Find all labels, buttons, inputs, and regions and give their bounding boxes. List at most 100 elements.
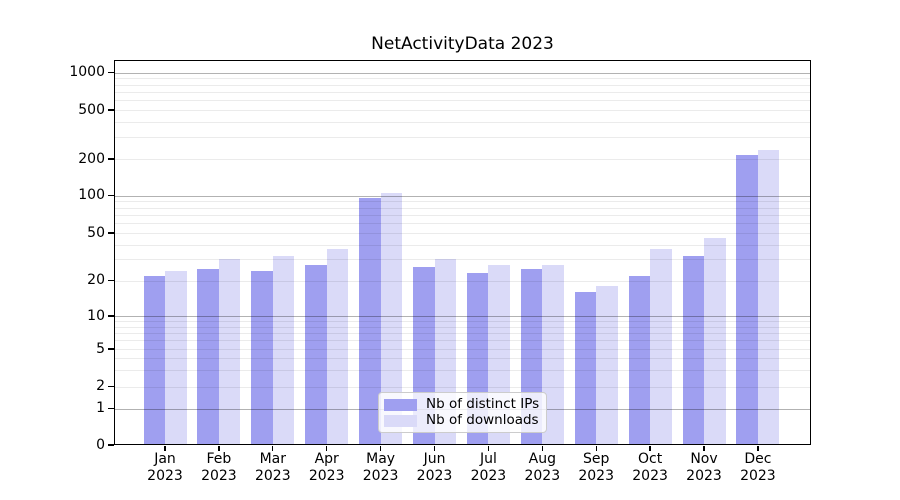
legend-swatch-downloads	[384, 414, 417, 427]
x-tick-mark	[595, 446, 597, 451]
major-gridline	[115, 72, 810, 74]
bar-downloads-nov	[704, 238, 726, 444]
x-tick-label: Nov 2023	[669, 451, 739, 485]
y-tick-label: 1000	[69, 64, 105, 80]
minor-gridline	[115, 233, 810, 234]
y-tick-label: 20	[87, 272, 105, 288]
x-tick-label: May 2023	[346, 451, 416, 485]
bar-downloads-mar	[272, 256, 295, 444]
bar-distinct-ips-may	[359, 197, 381, 444]
x-tick-month: Nov	[690, 451, 718, 467]
x-tick-month: Feb	[206, 451, 232, 467]
y-tick-label: 200	[78, 150, 105, 167]
x-tick-year: 2023	[416, 468, 453, 484]
x-tick-month: Jul	[479, 451, 497, 467]
x-tick-mark	[703, 446, 705, 451]
x-tick-year: 2023	[470, 468, 507, 484]
x-tick-label: Jun 2023	[400, 451, 470, 485]
bar-downloads-apr	[326, 248, 349, 444]
x-tick-year: 2023	[632, 468, 668, 484]
minor-gridline	[115, 137, 810, 139]
x-tick-label: Apr 2023	[292, 451, 362, 485]
y-tick-label: 2	[96, 378, 105, 394]
y-tick-mark	[108, 109, 114, 111]
x-tick-month: Jun	[423, 451, 446, 467]
legend: Nb of distinct IPs Nb of downloads	[378, 392, 547, 433]
minor-gridline	[115, 84, 810, 86]
plot-area	[114, 60, 811, 445]
bar-downloads-jan	[165, 271, 187, 444]
x-tick-mark	[487, 446, 490, 451]
y-tick-mark	[108, 385, 114, 388]
x-tick-month: Sep	[582, 451, 610, 467]
x-tick-mark	[218, 446, 220, 451]
y-tick-label: 50	[87, 224, 105, 241]
x-tick-month: Mar	[259, 451, 286, 467]
minor-gridline	[115, 223, 810, 225]
bar-distinct-ips-jan	[143, 275, 165, 444]
y-tick-mark	[108, 158, 114, 160]
legend-swatch-distinct-ips	[384, 398, 417, 411]
y-tick-mark	[108, 232, 114, 234]
legend-item-downloads: Nb of downloads	[384, 413, 540, 428]
x-tick-mark	[272, 446, 274, 451]
x-tick-year: 2023	[740, 468, 776, 484]
x-tick-mark	[757, 446, 759, 451]
x-tick-mark	[164, 446, 166, 451]
y-tick-label: 100	[78, 187, 105, 203]
chart-title: NetActivityData 2023	[371, 34, 554, 54]
minor-gridline	[115, 78, 810, 80]
y-tick-mark	[108, 71, 114, 74]
bar-distinct-ips-nov	[682, 256, 704, 444]
y-tick-mark	[108, 444, 114, 446]
minor-gridline	[115, 100, 810, 102]
y-tick-label: 0	[96, 436, 105, 453]
bar-distinct-ips-dec	[736, 154, 758, 444]
minor-gridline	[115, 121, 810, 123]
x-tick-label: Dec 2023	[723, 451, 793, 485]
y-tick-label: 500	[78, 101, 105, 118]
legend-label-distinct-ips: Nb of distinct IPs	[426, 396, 540, 412]
x-tick-year: 2023	[308, 468, 345, 484]
legend-label-downloads: Nb of downloads	[426, 412, 539, 428]
x-tick-year: 2023	[578, 468, 614, 484]
y-tick-mark	[108, 194, 114, 197]
x-tick-mark	[326, 446, 328, 451]
bar-distinct-ips-sep	[574, 291, 597, 444]
x-tick-month: Apr	[314, 451, 339, 467]
y-tick-mark	[108, 315, 114, 317]
bar-distinct-ips-feb	[197, 268, 219, 444]
minor-gridline	[115, 91, 810, 93]
x-tick-year: 2023	[201, 468, 237, 484]
minor-gridline	[115, 214, 810, 216]
x-tick-label: Oct 2023	[615, 451, 685, 485]
bar-downloads-sep	[596, 285, 618, 444]
x-tick-label: Sep 2023	[561, 451, 631, 485]
x-tick-year: 2023	[524, 468, 561, 484]
bar-distinct-ips-mar	[251, 271, 273, 444]
minor-gridline	[115, 159, 810, 160]
bar-downloads-feb	[218, 259, 241, 444]
y-tick-label: 1	[96, 400, 105, 416]
bar-downloads-may	[380, 192, 403, 444]
bar-downloads-oct	[650, 248, 672, 444]
x-tick-mark	[541, 446, 543, 451]
minor-gridline	[115, 110, 810, 111]
x-tick-label: Mar 2023	[238, 451, 308, 485]
x-tick-month: Dec	[744, 451, 772, 467]
x-tick-year: 2023	[254, 468, 291, 484]
y-tick-label: 10	[87, 307, 105, 324]
x-tick-year: 2023	[362, 468, 399, 484]
x-tick-month: Oct	[637, 451, 663, 467]
major-gridline	[115, 195, 810, 197]
x-tick-month: Jan	[154, 451, 176, 467]
legend-item-distinct-ips: Nb of distinct IPs	[384, 397, 540, 412]
x-tick-mark	[379, 446, 382, 451]
x-tick-year: 2023	[686, 468, 722, 484]
y-tick-mark	[108, 279, 114, 282]
x-tick-year: 2023	[147, 468, 183, 484]
bar-distinct-ips-apr	[305, 264, 327, 444]
x-tick-month: Aug	[528, 451, 556, 467]
bar-downloads-dec	[757, 150, 780, 444]
